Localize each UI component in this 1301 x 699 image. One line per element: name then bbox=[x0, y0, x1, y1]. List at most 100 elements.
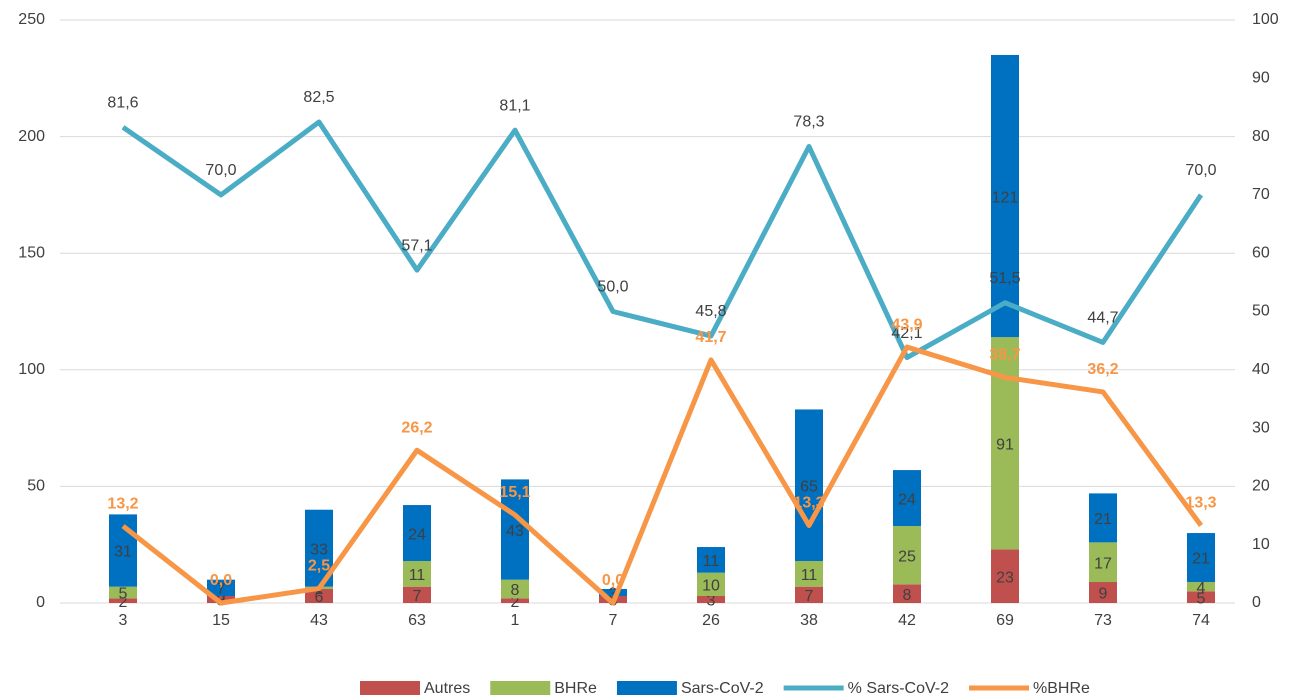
line-label: 81,1 bbox=[499, 97, 530, 114]
bar-segment bbox=[305, 589, 333, 603]
line-label: 38,7 bbox=[989, 347, 1020, 364]
x-tick-label: 1 bbox=[511, 612, 520, 629]
bar-segment bbox=[795, 586, 823, 603]
x-tick-label: 42 bbox=[898, 612, 916, 629]
legend-label: Sars-CoV-2 bbox=[681, 680, 764, 697]
line-label: 51,5 bbox=[989, 270, 1020, 287]
bar-label: 11 bbox=[409, 567, 426, 584]
line-label: 0,0 bbox=[210, 572, 232, 589]
y2-tick-label: 40 bbox=[1252, 361, 1270, 378]
x-tick-label: 15 bbox=[212, 612, 230, 629]
bar-label: 17 bbox=[1094, 555, 1112, 572]
bar-label: 25 bbox=[898, 548, 916, 565]
bar-segment bbox=[207, 596, 235, 603]
bar-segment bbox=[795, 561, 823, 587]
bar-label: 7 bbox=[217, 581, 226, 598]
legend-swatch bbox=[490, 681, 551, 695]
bar-segment bbox=[795, 409, 823, 562]
bar-label: 11 bbox=[703, 553, 720, 570]
x-tick-label: 43 bbox=[310, 612, 328, 629]
line-label: 50,0 bbox=[597, 279, 628, 296]
y-tick-label: 150 bbox=[18, 244, 45, 261]
bar-segment bbox=[1089, 582, 1117, 603]
y2-tick-label: 90 bbox=[1252, 70, 1270, 87]
bar-label: 3 bbox=[609, 586, 618, 603]
y2-tick-label: 0 bbox=[1252, 594, 1261, 611]
bar-segment bbox=[1089, 542, 1117, 583]
x-tick-label: 26 bbox=[702, 612, 720, 629]
bar-label: 43 bbox=[506, 523, 524, 540]
bar-segment bbox=[893, 584, 921, 603]
bar-segment bbox=[1187, 582, 1215, 592]
bar-label: 7 bbox=[413, 588, 422, 605]
bar-label: 0 bbox=[217, 589, 226, 606]
bar-label: 33 bbox=[310, 541, 328, 558]
bar-segment bbox=[207, 579, 235, 597]
line-label: 82,5 bbox=[303, 89, 334, 106]
line-label: 43,9 bbox=[891, 316, 922, 333]
x-tick-label: 69 bbox=[996, 612, 1014, 629]
line-label: 2,5 bbox=[308, 558, 330, 575]
bar-label: 5 bbox=[1197, 590, 1206, 607]
line-label: 26,2 bbox=[401, 419, 432, 436]
y-tick-label: 100 bbox=[18, 361, 45, 378]
y2-tick-label: 30 bbox=[1252, 419, 1270, 436]
bar-label: 4 bbox=[1197, 580, 1206, 597]
y2-tick-label: 100 bbox=[1252, 11, 1279, 28]
bar-label: 91 bbox=[996, 436, 1014, 453]
bar-label: 65 bbox=[800, 478, 818, 495]
bar-label: 6 bbox=[315, 589, 324, 606]
bar-label: 3 bbox=[707, 593, 716, 610]
line-label: 70,0 bbox=[1185, 162, 1216, 179]
legend-label: Autres bbox=[424, 680, 470, 697]
y2-tick-label: 60 bbox=[1252, 244, 1270, 261]
bar-label: 10 bbox=[702, 578, 720, 595]
bar-label: 21 bbox=[1192, 551, 1210, 568]
line-series bbox=[121, 344, 1204, 606]
bar-segment bbox=[893, 470, 921, 527]
bar-segment bbox=[403, 505, 431, 562]
bar-segment bbox=[403, 586, 431, 603]
line-label: 57,1 bbox=[401, 237, 432, 254]
line-label: 78,3 bbox=[793, 114, 824, 131]
line-label: 15,1 bbox=[499, 484, 530, 501]
bar-label: 11 bbox=[801, 567, 818, 584]
bar-segment bbox=[109, 598, 137, 603]
x-tick-label: 73 bbox=[1094, 612, 1112, 629]
bar-label: 24 bbox=[898, 491, 916, 508]
line-label: 70,0 bbox=[205, 162, 236, 179]
line-label: 44,7 bbox=[1087, 310, 1118, 327]
bar-label: 8 bbox=[511, 582, 520, 599]
bar-label: 23 bbox=[996, 569, 1014, 586]
bar-segment bbox=[893, 526, 921, 585]
legend-label: %BHRe bbox=[1033, 680, 1090, 697]
bar-segment bbox=[403, 561, 431, 587]
bar-label: 24 bbox=[408, 526, 426, 543]
line-label: 13,2 bbox=[107, 495, 138, 512]
y-tick-label: 250 bbox=[18, 11, 45, 28]
bar-label: 9 bbox=[1099, 586, 1108, 603]
legend-label: % Sars-CoV-2 bbox=[848, 680, 949, 697]
bar-label: 21 bbox=[1094, 511, 1112, 528]
bar-label: 31 bbox=[114, 544, 132, 561]
x-tick-label: 74 bbox=[1192, 612, 1210, 629]
bar-label: 5 bbox=[119, 586, 128, 603]
bar-segment bbox=[991, 54, 1019, 338]
y-tick-label: 0 bbox=[36, 594, 45, 611]
bar-segment bbox=[1187, 591, 1215, 603]
bar-label: 121 bbox=[992, 189, 1019, 206]
line-label: 81,6 bbox=[107, 94, 138, 111]
y2-tick-label: 70 bbox=[1252, 186, 1270, 203]
line-label: 41,7 bbox=[695, 329, 726, 346]
bar-segment bbox=[991, 549, 1019, 603]
bar-segment bbox=[697, 547, 725, 573]
y2-tick-label: 10 bbox=[1252, 536, 1270, 553]
line-label: 13,3 bbox=[1185, 495, 1216, 512]
line-label: 13,3 bbox=[793, 495, 824, 512]
line-label: 45,8 bbox=[695, 303, 726, 320]
legend-swatch bbox=[360, 681, 420, 695]
line-label: 42,1 bbox=[891, 325, 922, 342]
bar-segment bbox=[109, 586, 137, 599]
bar-segment bbox=[599, 589, 627, 597]
